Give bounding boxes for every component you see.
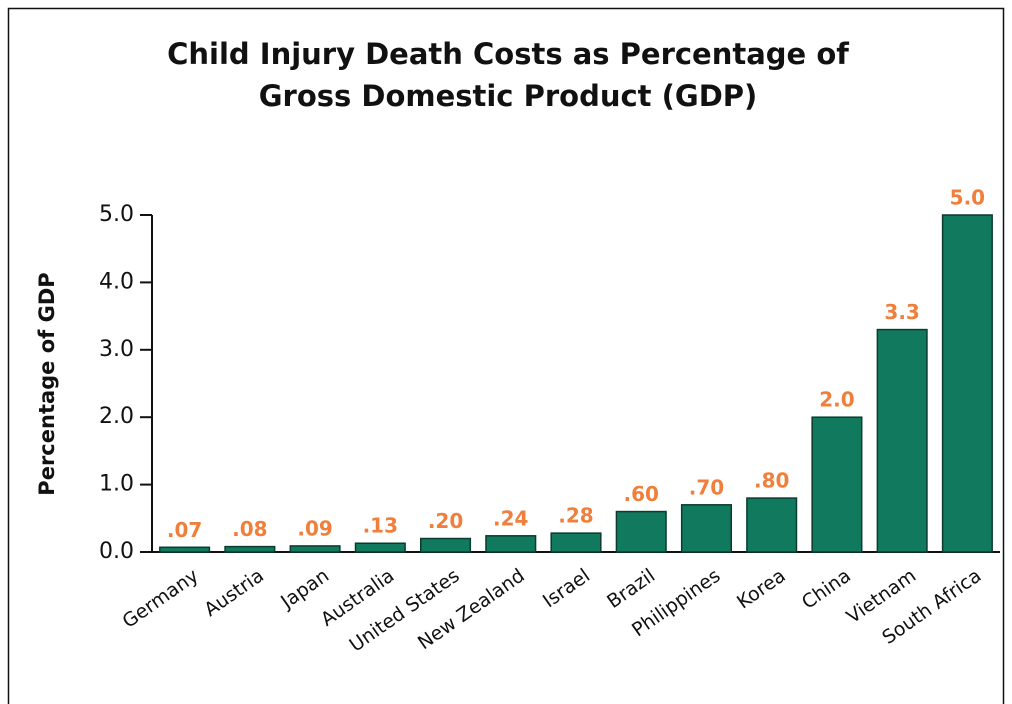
- value-label: 2.0: [819, 388, 854, 412]
- y-tick-label: 5.0: [99, 202, 134, 227]
- value-label: .60: [624, 482, 659, 506]
- bar: [550, 532, 602, 553]
- bar: [485, 535, 537, 553]
- frame: [7, 7, 1005, 704]
- bar: [680, 504, 732, 553]
- value-label: 3.3: [884, 300, 919, 324]
- y-tick-label: 2.0: [99, 404, 134, 429]
- chart-title: Child Injury Death Costs as Percentage o…: [167, 37, 849, 71]
- bar: [876, 328, 928, 553]
- y-tick-label: 1.0: [99, 472, 134, 497]
- bar: [420, 537, 472, 553]
- y-tick-label: 0.0: [99, 539, 134, 564]
- x-tick-label: Brazil: [603, 565, 659, 613]
- bar: [159, 546, 211, 553]
- bar: [746, 497, 798, 553]
- value-label: .13: [363, 514, 398, 538]
- x-tick-label: United States: [346, 565, 464, 657]
- y-axis-label: Percentage of GDP: [35, 272, 59, 495]
- x-tick-label: Korea: [733, 565, 790, 614]
- x-tick-label: Germany: [118, 565, 202, 633]
- value-label: .20: [428, 509, 463, 533]
- x-tick-label: Israel: [539, 565, 594, 613]
- value-label: 5.0: [950, 186, 985, 210]
- value-label: .07: [167, 518, 202, 542]
- value-label: .24: [493, 506, 528, 530]
- y-tick-label: 3.0: [99, 337, 134, 362]
- bar: [224, 545, 276, 553]
- value-label: .08: [232, 517, 267, 541]
- bar: [811, 416, 863, 553]
- bar: [354, 542, 406, 553]
- value-label: .09: [297, 516, 332, 540]
- bar: [941, 214, 993, 553]
- value-label: .28: [558, 504, 593, 528]
- y-tick-label: 4.0: [99, 269, 134, 294]
- value-label: .80: [754, 469, 789, 493]
- bar: [289, 545, 341, 553]
- chart-title: Gross Domestic Product (GDP): [259, 79, 758, 113]
- x-tick-label: Austria: [200, 565, 268, 622]
- value-label: .70: [689, 475, 724, 499]
- bar: [615, 510, 667, 553]
